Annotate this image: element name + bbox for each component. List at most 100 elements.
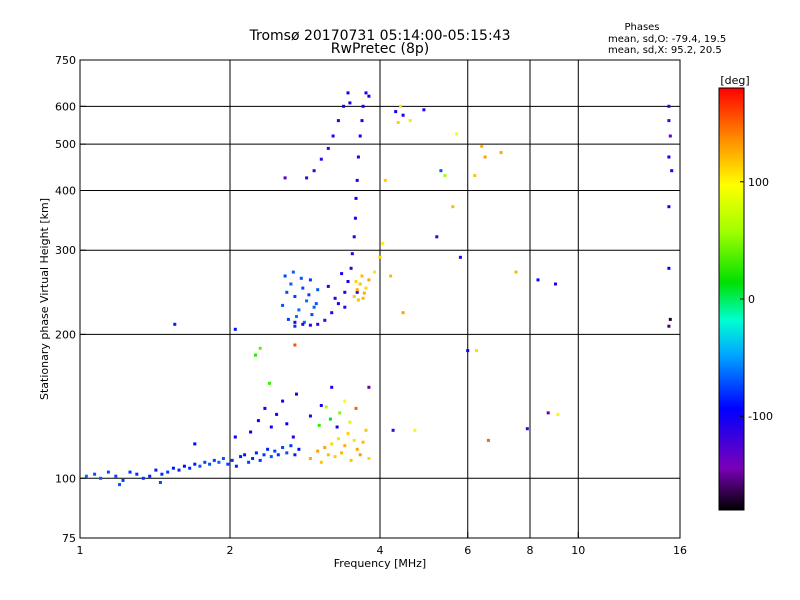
- data-point: [258, 346, 262, 350]
- data-point: [358, 134, 362, 138]
- data-point: [160, 472, 164, 476]
- data-point: [308, 457, 312, 460]
- data-point: [355, 288, 359, 292]
- data-point: [383, 178, 387, 182]
- data-point: [273, 449, 277, 453]
- data-point: [328, 417, 332, 421]
- data-point: [281, 399, 285, 403]
- data-point: [364, 428, 368, 432]
- data-point: [391, 428, 395, 432]
- phases-o-stats: mean, sd,O: -79.4, 19.5: [608, 34, 726, 45]
- colorbar: [718, 87, 745, 511]
- data-point: [310, 313, 314, 317]
- data-point: [251, 457, 255, 460]
- data-point: [343, 305, 347, 309]
- data-point: [340, 272, 344, 276]
- data-point: [114, 474, 118, 478]
- data-point: [326, 453, 330, 457]
- y-tick-label: 400: [55, 184, 76, 197]
- colorbar-tick-label: 100: [748, 176, 769, 189]
- colorbar-ticks: 100 0 -100: [740, 176, 773, 423]
- data-point: [93, 472, 97, 476]
- data-point: [275, 412, 279, 416]
- phases-x-stats: mean, sd,X: 95.2, 20.5: [608, 45, 722, 56]
- data-point: [166, 470, 170, 474]
- data-point: [208, 462, 212, 466]
- data-point: [285, 290, 289, 294]
- data-point: [546, 411, 550, 415]
- data-point: [99, 476, 103, 480]
- data-point: [158, 481, 162, 484]
- data-point: [354, 406, 358, 410]
- data-point: [319, 460, 323, 464]
- data-point: [182, 464, 186, 468]
- data-point: [262, 453, 266, 457]
- chart-title: Tromsø 20170731 05:14:00-05:15:43: [249, 28, 511, 44]
- data-point: [286, 317, 290, 321]
- data-point: [401, 113, 405, 117]
- phases-heading: Phases: [624, 22, 659, 33]
- data-point: [84, 474, 88, 478]
- data-point: [353, 216, 357, 220]
- data-point: [667, 155, 671, 159]
- data-point: [335, 425, 339, 429]
- grid-lines: [80, 60, 680, 538]
- data-point: [295, 315, 298, 318]
- data-point: [367, 385, 371, 389]
- data-point: [367, 94, 371, 98]
- data-point: [348, 420, 352, 424]
- data-point: [198, 464, 202, 468]
- data-point: [451, 205, 455, 209]
- data-point: [305, 176, 309, 180]
- data-point: [486, 438, 490, 442]
- x-tick-label: 16: [673, 544, 687, 557]
- y-tick-label: 75: [62, 532, 76, 545]
- data-point: [361, 440, 365, 444]
- colorbar-tick-label: 0: [748, 293, 755, 306]
- x-tick-label: 1: [77, 544, 84, 557]
- axis-ticks: 1 2 4 6 8 10 16 75 100 200 300 400 500 600 750: [55, 54, 687, 557]
- data-point: [135, 472, 139, 476]
- data-point: [301, 322, 305, 326]
- data-point: [312, 169, 316, 173]
- y-tick-label: 750: [55, 54, 76, 67]
- data-point: [297, 447, 301, 451]
- data-point: [285, 451, 289, 455]
- data-point: [293, 453, 297, 457]
- data-point: [307, 293, 311, 297]
- data-point: [373, 270, 376, 274]
- data-point: [154, 468, 158, 472]
- plot-frame: [79, 59, 681, 539]
- data-point: [249, 430, 253, 434]
- data-point: [118, 483, 121, 487]
- data-point: [367, 457, 371, 460]
- data-point: [348, 101, 352, 105]
- data-point: [269, 455, 273, 459]
- data-point: [364, 286, 368, 290]
- data-point: [358, 282, 362, 286]
- data-point: [323, 446, 327, 449]
- data-point: [554, 282, 557, 286]
- data-point: [396, 121, 400, 124]
- data-point: [308, 323, 312, 327]
- data-point: [336, 302, 340, 306]
- data-point: [316, 322, 320, 326]
- data-point: [221, 457, 225, 460]
- data-point: [316, 449, 320, 453]
- data-point: [276, 453, 280, 457]
- data-point: [439, 169, 443, 173]
- data-point: [291, 270, 295, 274]
- data-point: [556, 412, 560, 416]
- data-point: [525, 427, 529, 431]
- data-point: [299, 276, 303, 280]
- data-point: [243, 453, 247, 457]
- data-point: [289, 282, 293, 286]
- data-point: [346, 432, 350, 436]
- data-point: [343, 399, 347, 403]
- data-points: [84, 91, 674, 487]
- data-point: [413, 428, 417, 432]
- data-point: [364, 91, 368, 95]
- data-point: [239, 455, 243, 459]
- data-point: [361, 104, 365, 108]
- data-point: [281, 303, 285, 307]
